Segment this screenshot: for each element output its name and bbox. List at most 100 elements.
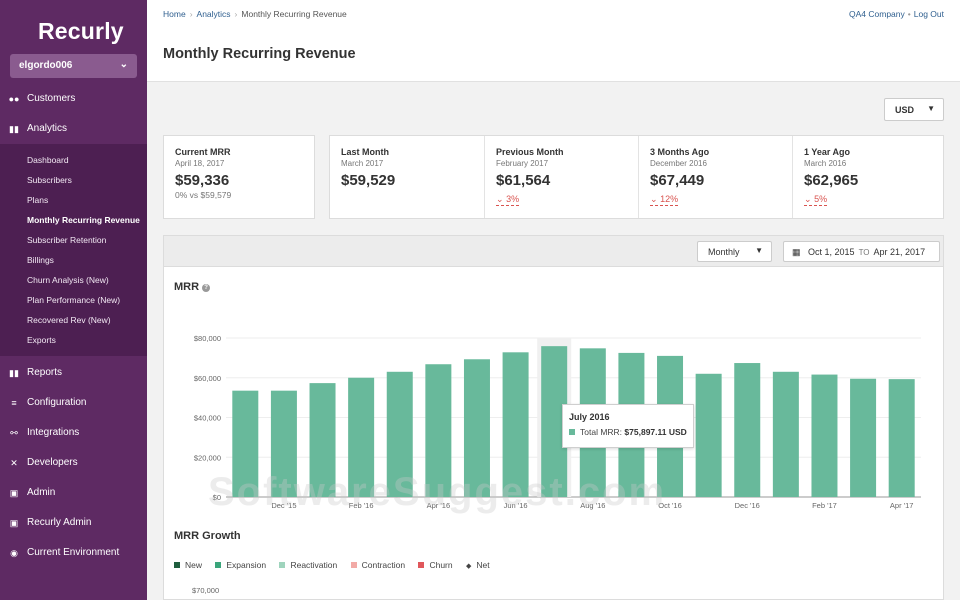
legend-swatch: [418, 562, 425, 568]
net-marker-icon: ◆: [466, 563, 472, 570]
legend-swatch: [215, 562, 222, 568]
sidebar-item-recurly-admin[interactable]: ▣ Recurly Admin: [0, 508, 147, 538]
page-title: Monthly Recurring Revenue: [163, 46, 356, 62]
plug-icon: ⚯: [10, 428, 18, 438]
date-from: Oct 1, 2015: [808, 247, 855, 257]
current-mrr-stat: Current MRR April 18, 2017 $59,336 0% vs…: [164, 136, 314, 218]
separator-dot: •: [907, 9, 911, 19]
mrr-bar: [811, 374, 838, 497]
panel-toolbar: Monthly ▼ ▦ Oct 1, 2015 TO Apr 21, 2017: [164, 236, 943, 267]
lock-icon: ▣: [9, 518, 19, 528]
mrr-bar: [502, 352, 529, 497]
change-down[interactable]: ⌄ 3%: [496, 194, 520, 206]
sliders-icon: ≡: [11, 398, 17, 408]
breadcrumb-home[interactable]: Home: [163, 9, 186, 19]
sidebar-item-reports[interactable]: ▮▮ Reports: [0, 358, 147, 388]
stat-3-months-ago: 3 Months Ago December 2016 $67,449 ⌄ 12%: [638, 136, 792, 218]
sub-item-exports[interactable]: Exports: [27, 335, 56, 345]
current-mrr-card: Current MRR April 18, 2017 $59,336 0% vs…: [163, 135, 315, 219]
sub-item-plans[interactable]: Plans: [27, 195, 49, 205]
tooltip-title: July 2016: [569, 412, 610, 422]
sidebar-item-admin[interactable]: ▣ Admin: [0, 478, 147, 508]
company-link[interactable]: QA4 Company: [849, 9, 905, 19]
chevron-down-icon: ⌄: [496, 194, 504, 204]
tooltip-swatch: [569, 429, 575, 435]
breadcrumb: Home › Analytics › Monthly Recurring Revenue: [163, 9, 347, 19]
sub-item-dashboard[interactable]: Dashboard: [27, 155, 69, 165]
legend-churn[interactable]: Churn: [418, 560, 453, 570]
sub-item-subscribers[interactable]: Subscribers: [27, 175, 72, 185]
help-icon[interactable]: ?: [202, 284, 211, 292]
mrr-bar: [348, 377, 375, 497]
mrr-bar: [463, 359, 490, 497]
sub-item-billings[interactable]: Billings: [27, 255, 54, 265]
stat-previous-month: Previous Month February 2017 $61,564 ⌄ 3…: [484, 136, 638, 218]
mrr-growth-title: MRR Growth: [174, 530, 241, 542]
sidebar-item-customers[interactable]: ●● Customers: [0, 84, 147, 114]
mrr-bar: [734, 363, 761, 497]
sub-item-subscriber-retention[interactable]: Subscriber Retention: [27, 235, 107, 245]
period-select[interactable]: Monthly ▼: [697, 241, 772, 262]
stat-last-month: Last Month March 2017 $59,529: [341, 147, 396, 189]
y-tick-label: $20,000: [194, 453, 221, 462]
sub-item-churn-analysis[interactable]: Churn Analysis (New): [27, 275, 109, 285]
x-tick-label: Apr '17: [890, 501, 914, 510]
sidebar-item-analytics[interactable]: ▮▮ Analytics: [0, 114, 147, 144]
y-tick-label: $0: [213, 493, 221, 502]
mrr-bar: [695, 373, 722, 497]
legend-new[interactable]: New: [174, 560, 202, 570]
mrr-bar: [772, 371, 799, 497]
legend-expansion[interactable]: Expansion: [215, 560, 266, 570]
change-down[interactable]: ⌄ 5%: [804, 194, 828, 206]
growth-y-tick: $70,000: [192, 586, 220, 595]
tools-icon: ✕: [10, 458, 18, 468]
sidebar-item-integrations[interactable]: ⚯ Integrations: [0, 418, 147, 448]
mrr-bar: [232, 390, 259, 497]
legend-swatch: [350, 562, 357, 568]
change-down[interactable]: ⌄ 12%: [650, 194, 679, 206]
recurly-logo[interactable]: Recurly: [38, 18, 124, 44]
x-tick-label: Jun '16: [504, 501, 528, 510]
calendar-icon: ▦: [792, 247, 801, 257]
caret-down-icon: ▼: [927, 104, 935, 113]
growth-legend: New Expansion Reactivation Contraction C…: [174, 560, 501, 570]
breadcrumb-separator: ›: [234, 9, 238, 19]
chart-tooltip: July 2016 Total MRR: $75,897.11 USD: [562, 404, 694, 448]
stat-1-year-ago: 1 Year Ago March 2016 $62,965 ⌄ 5%: [792, 136, 943, 218]
breadcrumb-separator: ›: [189, 9, 193, 19]
sidebar-item-configuration[interactable]: ≡ Configuration: [0, 388, 147, 418]
currency-select[interactable]: USD ▼: [884, 98, 944, 121]
mrr-panel: Monthly ▼ ▦ Oct 1, 2015 TO Apr 21, 2017 MR…: [163, 235, 944, 600]
legend-net[interactable]: ◆ Net: [466, 560, 490, 570]
legend-reactivation[interactable]: Reactivation: [279, 560, 337, 570]
mrr-bar: [309, 383, 336, 497]
sub-item-plan-performance[interactable]: Plan Performance (New): [27, 295, 121, 305]
breadcrumb-current: Monthly Recurring Revenue: [241, 9, 347, 19]
caret-down-icon: ▼: [755, 246, 763, 255]
sidebar-item-developers[interactable]: ✕ Developers: [0, 448, 147, 478]
sub-item-mrr[interactable]: Monthly Recurring Revenue: [27, 215, 140, 225]
sidebar: Recurly elgordo006 ⌄ ●● Customers ▮▮ Ana…: [0, 0, 147, 600]
chevron-down-icon: ⌄: [804, 194, 812, 204]
x-tick-label: Feb '17: [812, 501, 837, 510]
x-tick-label: Feb '16: [349, 501, 374, 510]
bar-chart-icon: ▮▮: [9, 368, 19, 378]
sub-item-recovered-rev[interactable]: Recovered Rev (New): [27, 315, 111, 325]
chevron-down-icon: ⌄: [650, 194, 658, 204]
logout-link[interactable]: Log Out: [913, 9, 944, 19]
x-tick-label: Dec '15: [271, 501, 296, 510]
mrr-bar: [888, 379, 915, 497]
y-tick-label: $40,000: [194, 414, 221, 423]
legend-contraction[interactable]: Contraction: [350, 560, 405, 570]
account-selector[interactable]: elgordo006 ⌄: [10, 54, 137, 78]
date-range-picker[interactable]: ▦ Oct 1, 2015 TO Apr 21, 2017: [783, 241, 940, 262]
comparison-card: Last Month March 2017 $59,529 Previous M…: [329, 135, 944, 219]
stat-change: 0% vs $59,579: [175, 190, 232, 200]
chevron-down-icon: ⌄: [119, 59, 128, 70]
stat-value: $59,336: [175, 172, 230, 189]
lock-icon: ▣: [9, 488, 19, 498]
breadcrumb-analytics[interactable]: Analytics: [196, 9, 231, 19]
sidebar-item-current-environment[interactable]: ◉ Current Environment: [0, 538, 147, 568]
mrr-bar: [425, 364, 452, 497]
account-name: elgordo006: [19, 60, 73, 71]
